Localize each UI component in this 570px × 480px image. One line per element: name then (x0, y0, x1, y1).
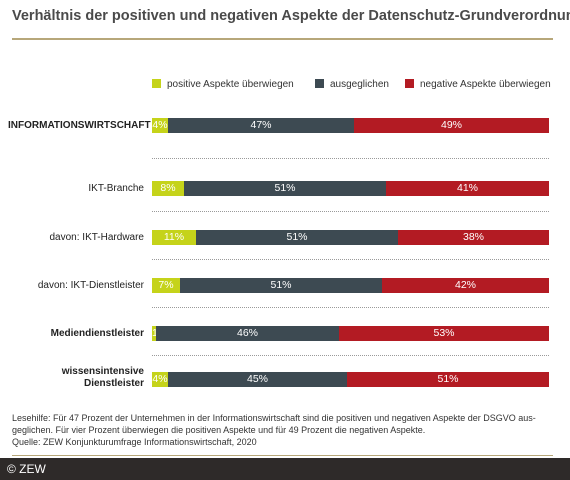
data-label: 53% (433, 327, 455, 339)
legend-swatch-negative (405, 79, 414, 88)
row-label: Mediendienstleister (50, 328, 144, 339)
data-label: 51% (274, 182, 296, 194)
bar-segment-neutral: 51% (196, 230, 398, 245)
data-label: 49% (440, 119, 462, 131)
bar-segment-negative: 38% (398, 230, 549, 245)
bar-row: 11% 51% 38% (152, 230, 549, 245)
row-label: wissensintensive Dienstleister (61, 366, 144, 389)
legend-label-negative: negative Aspekte überwiegen (420, 79, 551, 90)
legend-label-positive: positive Aspekte überwiegen (167, 79, 294, 90)
data-label: 11% (163, 231, 185, 243)
legend-item-positive: positive Aspekte überwiegen (152, 79, 294, 91)
bar-segment-neutral: 51% (184, 181, 386, 196)
legend-swatch-positive (152, 79, 161, 88)
bar-segment-neutral: 46% (156, 326, 339, 341)
data-label: 46% (236, 327, 258, 339)
row-separator (152, 259, 549, 260)
bar-segment-negative: 49% (354, 118, 549, 133)
reading-note: Lesehilfe: Für 47 Prozent der Unternehme… (12, 412, 558, 448)
legend-label-neutral: ausgeglichen (330, 79, 389, 90)
data-label: 51% (270, 279, 292, 291)
bar-segment-neutral: 51% (180, 278, 382, 293)
bar-row: 4% 45% 51% (152, 372, 549, 387)
footer-bar: © ZEW (0, 458, 570, 480)
data-label: 42% (454, 279, 476, 291)
row-separator (152, 307, 549, 308)
data-label: 47% (250, 119, 272, 131)
row-label: davon: IKT-Dienstleister (37, 280, 144, 291)
source-line: Quelle: ZEW Konjunkturumfrage Informatio… (12, 437, 257, 447)
data-label: 38% (462, 231, 484, 243)
bar-segment-negative: 53% (339, 326, 549, 341)
row-label: IKT-Branche (88, 183, 144, 194)
footer-rule (12, 455, 553, 456)
row-separator (152, 355, 549, 356)
data-label: 51% (437, 373, 459, 385)
data-label: 51% (286, 231, 308, 243)
chart-title: Verhältnis der positiven und negativen A… (12, 8, 570, 24)
bar-segment-negative: 51% (347, 372, 549, 387)
title-rule (12, 38, 553, 40)
data-label: 45% (246, 373, 268, 385)
row-label: INFORMATIONSWIRTSCHAFT (8, 120, 151, 131)
copyright-text: © ZEW (7, 462, 46, 476)
bar-segment-positive: 11% (152, 230, 196, 245)
bar-segment-negative: 41% (386, 181, 549, 196)
bar-segment-positive: 4% (152, 118, 168, 133)
data-label: 8% (160, 182, 176, 194)
legend-item-negative: negative Aspekte überwiegen (405, 79, 551, 91)
bar-segment-positive: 8% (152, 181, 184, 196)
bar-segment-positive: 4% (152, 372, 168, 387)
row-separator (152, 211, 549, 212)
row-label: davon: IKT-Hardware (49, 232, 145, 243)
legend-swatch-neutral (315, 79, 324, 88)
data-label: 41% (456, 182, 478, 194)
note-line: geglichen. Für vier Prozent überwiegen d… (12, 425, 426, 435)
bar-row: 8% 51% 41% (152, 181, 549, 196)
bar-segment-neutral: 47% (168, 118, 354, 133)
data-label: 4% (152, 119, 168, 131)
bar-segment-negative: 42% (382, 278, 549, 293)
bar-row: 1%46%53% (152, 326, 549, 341)
legend-item-neutral: ausgeglichen (315, 79, 389, 91)
bar-segment-neutral: 45% (168, 372, 347, 387)
bar-row: 7% 51% 42% (152, 278, 549, 293)
bar-row: 4% 47% 49% (152, 118, 549, 133)
row-separator (152, 158, 549, 159)
data-label: 7% (158, 279, 174, 291)
data-label: 4% (152, 373, 168, 385)
bar-segment-positive: 7% (152, 278, 180, 293)
note-line: Lesehilfe: Für 47 Prozent der Unternehme… (12, 413, 536, 423)
